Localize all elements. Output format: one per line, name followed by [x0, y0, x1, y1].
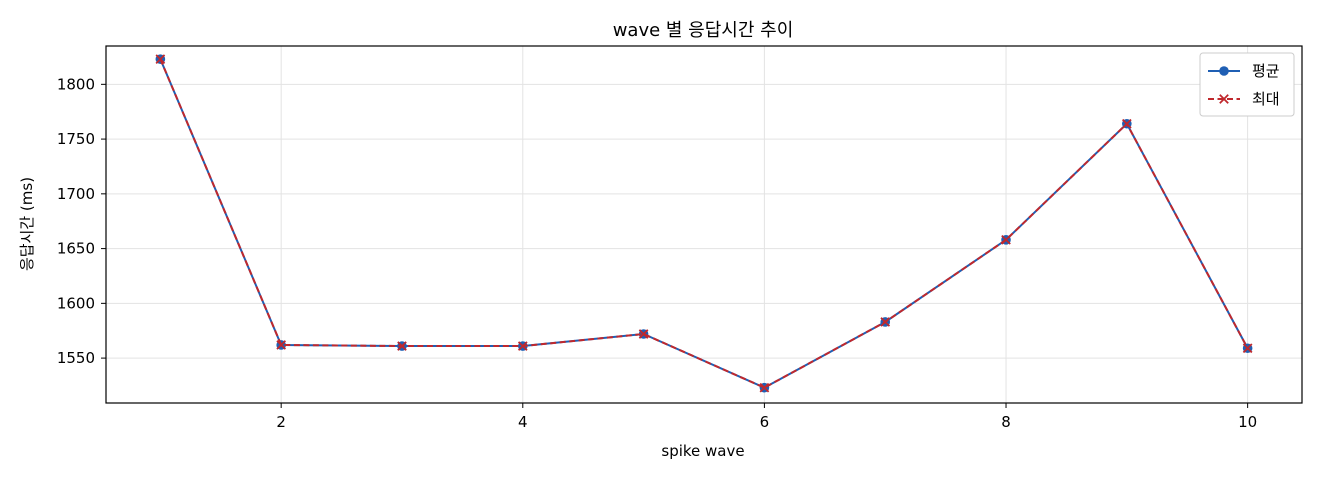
grid: [106, 46, 1302, 403]
data-point: [638, 329, 649, 339]
y-tick-label: 1700: [57, 185, 95, 203]
legend-label: 평균: [1252, 62, 1280, 80]
y-tick-label: 1650: [57, 240, 95, 258]
data-point: [155, 54, 166, 64]
series-layer: [155, 54, 1253, 393]
legend-label: 최대: [1252, 90, 1280, 108]
x-tick-label: 10: [1238, 413, 1257, 431]
legend-entry: 최대: [1208, 90, 1280, 108]
legend-marker: [1219, 94, 1229, 104]
data-point: [276, 340, 287, 350]
y-tick-label: 1750: [57, 130, 95, 148]
legend-entry: 평균: [1208, 62, 1280, 80]
data-point: [1242, 343, 1253, 354]
chart-title: wave 별 응답시간 추이: [613, 20, 794, 41]
data-point: [397, 341, 407, 351]
data-point: [880, 317, 891, 327]
y-axis-title: 응답시간 (ms): [18, 177, 36, 271]
series-2: [155, 54, 1253, 393]
y-tick-label: 1600: [57, 294, 95, 312]
y-axis: 1550 1600 1650 1700 1750 1800: [57, 75, 106, 367]
x-tick-label: 4: [518, 413, 528, 431]
x-axis: 2 4 6 8 10: [276, 403, 1257, 431]
x-axis-title: spike wave: [661, 442, 744, 460]
data-point: [1121, 118, 1132, 129]
legend-frame: [1199, 52, 1295, 117]
series-line: [159, 58, 1249, 389]
y-tick-label: 1800: [57, 75, 95, 93]
data-point: [517, 341, 528, 351]
x-tick-label: 2: [276, 413, 286, 431]
plot-area: [105, 45, 1303, 404]
series-1: [155, 54, 1253, 393]
legend-marker: [1219, 66, 1229, 76]
series-line: [159, 58, 1249, 389]
data-point: [1001, 234, 1011, 245]
y-tick-label: 1550: [57, 349, 95, 367]
x-tick-label: 8: [1001, 413, 1011, 431]
x-tick-label: 6: [760, 413, 770, 431]
data-point: [759, 382, 770, 393]
